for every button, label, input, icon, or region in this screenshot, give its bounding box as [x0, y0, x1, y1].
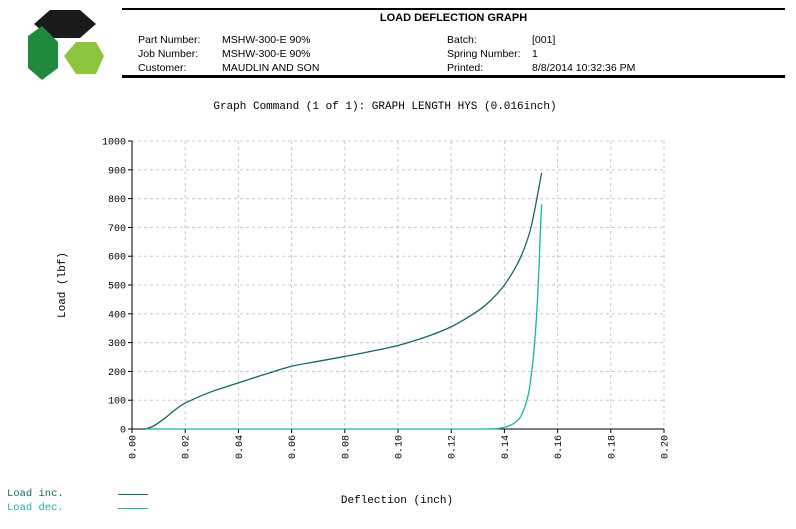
customer-label: Customer: [138, 62, 187, 74]
y-tick-label: 0 [120, 426, 126, 437]
legend-load-dec-label: Load dec. [7, 502, 64, 514]
x-tick-label: 0.14 [501, 435, 512, 459]
y-tick-label: 400 [108, 310, 126, 321]
x-tick-label: 0.16 [554, 435, 565, 459]
job-number-label: Job Number: [138, 48, 199, 60]
series-load-inc-line [145, 172, 543, 430]
x-tick-label: 0.10 [395, 435, 406, 459]
report-header: LOAD DEFLECTION GRAPH Part Number: MSHW-… [122, 8, 785, 78]
y-tick-label: 300 [108, 339, 126, 350]
y-tick-label: 900 [108, 166, 126, 177]
chart-series [145, 172, 543, 430]
x-axis-ticks: 0.00 0.02 0.04 0.06 0.08 0.10 0.12 0.14 0.16 0.18… [129, 429, 672, 459]
report-title: LOAD DEFLECTION GRAPH [379, 12, 528, 24]
y-tick-label: 800 [108, 195, 126, 206]
batch-label: Batch: [447, 34, 477, 46]
chart-grid [132, 140, 665, 429]
y-axis-ticks: 0 100 200 300 400 500 600 700 800 900 1000 [102, 138, 132, 437]
legend-load-dec-swatch [118, 508, 148, 509]
spring-number-value: 1 [532, 48, 538, 60]
y-tick-label: 700 [108, 224, 126, 235]
y-tick-label: 500 [108, 282, 126, 293]
x-tick-label: 0.12 [448, 435, 459, 459]
batch-value: [001] [532, 34, 556, 46]
customer-value: MAUDLIN AND SON [222, 62, 320, 74]
y-axis-label: Load (lbf) [57, 252, 69, 318]
part-number-label: Part Number: [138, 34, 201, 46]
part-number-value: MSHW-300-E 90% [222, 34, 311, 46]
x-tick-label: 0.20 [661, 435, 672, 459]
x-tick-label: 0.08 [341, 435, 352, 459]
printed-label: Printed: [447, 62, 484, 74]
legend-load-inc-swatch [118, 494, 148, 495]
company-logo [28, 10, 104, 80]
logo-light-green-hex [64, 42, 104, 74]
x-axis-label: Deflection (inch) [341, 495, 453, 507]
y-tick-label: 600 [108, 253, 126, 264]
series-load-dec-line [488, 204, 543, 430]
x-tick-label: 0.18 [607, 435, 618, 459]
printed-value: 8/8/2014 10:32:36 PM [532, 62, 636, 74]
y-tick-label: 100 [108, 397, 126, 408]
x-tick-label: 0.00 [129, 435, 140, 459]
logo-dark-green-hex [28, 26, 58, 80]
x-tick-label: 0.06 [288, 435, 299, 459]
job-number-value: MSHW-300-E 90% [222, 48, 311, 60]
chart-title: Graph Command (1 of 1): GRAPH LENGTH HYS… [213, 101, 557, 113]
legend-load-inc-label: Load inc. [7, 488, 64, 500]
spring-number-label: Spring Number: [447, 48, 521, 60]
x-tick-label: 0.02 [182, 435, 193, 459]
logo-dark-hex [34, 10, 96, 38]
y-tick-label: 200 [108, 368, 126, 379]
x-tick-label: 0.04 [235, 435, 246, 459]
y-tick-label: 1000 [102, 138, 126, 149]
